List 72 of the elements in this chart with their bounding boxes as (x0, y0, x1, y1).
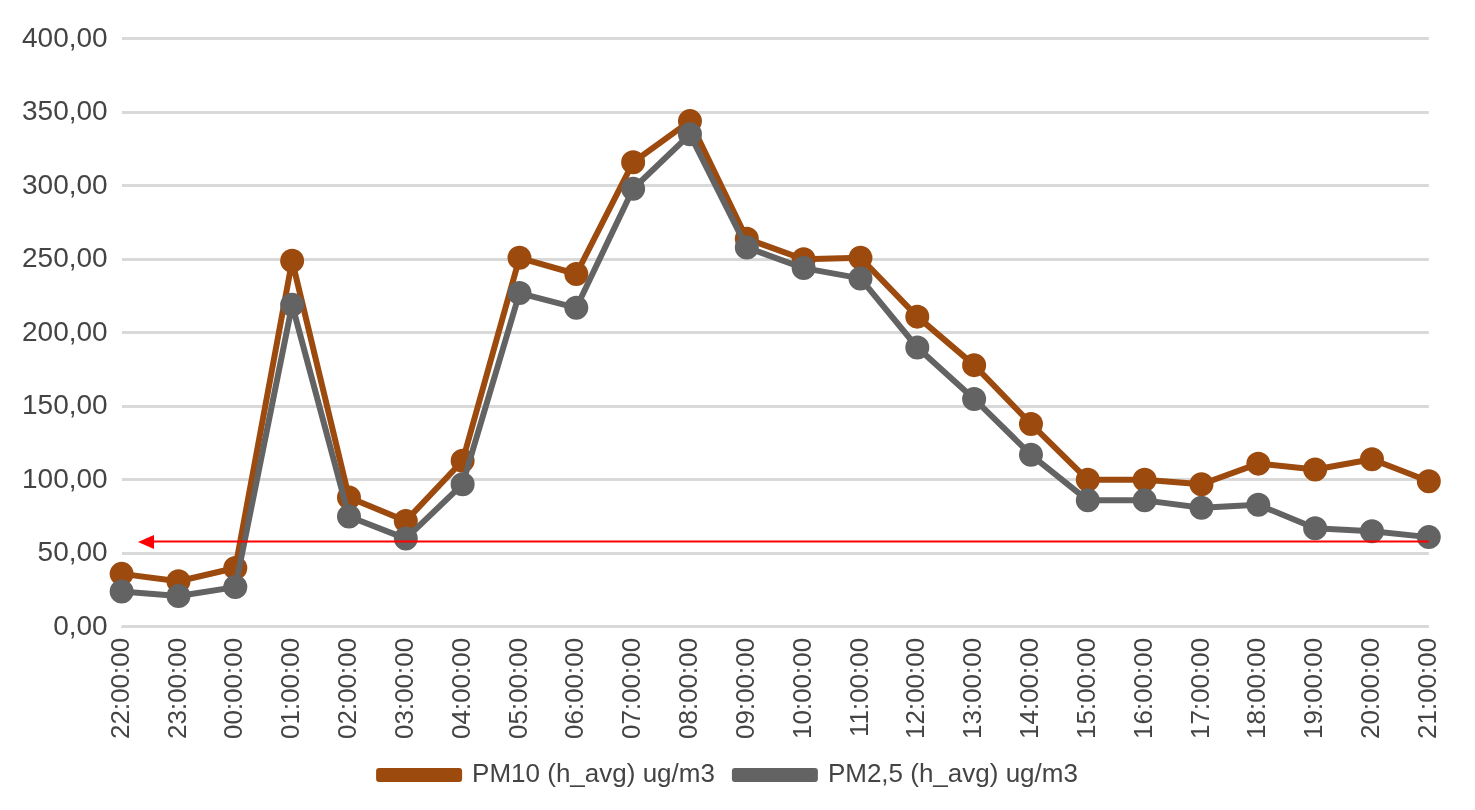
y-tick-label: 50,00 (37, 536, 108, 568)
point (1416, 469, 1441, 494)
y-tick-label: 400,00 (22, 21, 108, 53)
point (1189, 495, 1214, 520)
x-tick-label: 20:00:00 (1355, 637, 1386, 740)
point (621, 176, 646, 201)
x-tick-label: 17:00:00 (1184, 637, 1215, 740)
point (962, 353, 987, 378)
point (677, 122, 702, 147)
point (1246, 451, 1271, 476)
point (507, 245, 532, 270)
point (1246, 492, 1271, 517)
x-tick-label: 01:00:00 (275, 637, 306, 740)
y-tick-label: 100,00 (22, 462, 108, 494)
point (1132, 467, 1157, 492)
point (109, 579, 134, 604)
x-tick-label: 00:00:00 (218, 637, 249, 740)
x-tick-label: 13:00:00 (957, 637, 988, 740)
legend-label: PM10 (h_avg) ug/m3 (472, 758, 715, 789)
point (905, 335, 930, 360)
x-tick-label: 09:00:00 (729, 637, 760, 740)
point (280, 248, 305, 273)
point (621, 150, 646, 175)
x-tick-label: 11:00:00 (843, 637, 874, 738)
x-tick-label: 23:00:00 (161, 637, 192, 740)
point (962, 386, 987, 411)
point (280, 292, 305, 317)
point (336, 504, 361, 529)
point (734, 235, 759, 260)
x-tick-label: 14:00:00 (1014, 637, 1045, 740)
point (1416, 525, 1441, 550)
x-tick-label: 15:00:00 (1070, 637, 1101, 740)
x-tick-label: 08:00:00 (673, 637, 704, 740)
y-tick-label: 200,00 (22, 315, 108, 347)
x-tick-label: 18:00:00 (1241, 637, 1272, 740)
point (1303, 457, 1328, 482)
point (1132, 488, 1157, 513)
y-tick-label: 350,00 (22, 95, 108, 127)
point (564, 262, 589, 286)
point (166, 583, 191, 608)
point (450, 472, 475, 497)
point (1189, 472, 1214, 497)
point (564, 295, 589, 320)
point (1359, 447, 1384, 472)
point (223, 575, 248, 600)
point (1359, 519, 1384, 544)
point (507, 281, 532, 306)
x-tick-label: 19:00:00 (1298, 637, 1329, 740)
legend-label: PM2,5 (h_avg) ug/m3 (827, 758, 1078, 789)
x-tick-label: 05:00:00 (502, 637, 533, 740)
y-tick-label: 250,00 (22, 242, 108, 274)
x-tick-label: 02:00:00 (332, 637, 363, 740)
y-tick-label: 300,00 (22, 168, 108, 200)
point (1075, 467, 1100, 492)
point (1018, 411, 1043, 436)
x-tick-label: 12:00:00 (900, 637, 931, 740)
point (1018, 442, 1043, 467)
point (905, 304, 930, 329)
point (791, 256, 816, 281)
y-tick-label: 150,00 (22, 389, 108, 421)
point (109, 561, 134, 586)
point (848, 245, 873, 270)
x-tick-label: 04:00:00 (445, 637, 476, 740)
x-tick-label: 21:00:00 (1411, 637, 1442, 740)
x-tick-label: 10:00:00 (786, 637, 817, 740)
x-tick-label: 16:00:00 (1127, 637, 1158, 740)
point (1303, 516, 1328, 541)
x-tick-label: 06:00:00 (559, 637, 590, 740)
x-tick-label: 03:00:00 (388, 637, 419, 740)
x-tick-label: 07:00:00 (616, 637, 647, 740)
point (848, 266, 873, 291)
point (1075, 488, 1100, 513)
